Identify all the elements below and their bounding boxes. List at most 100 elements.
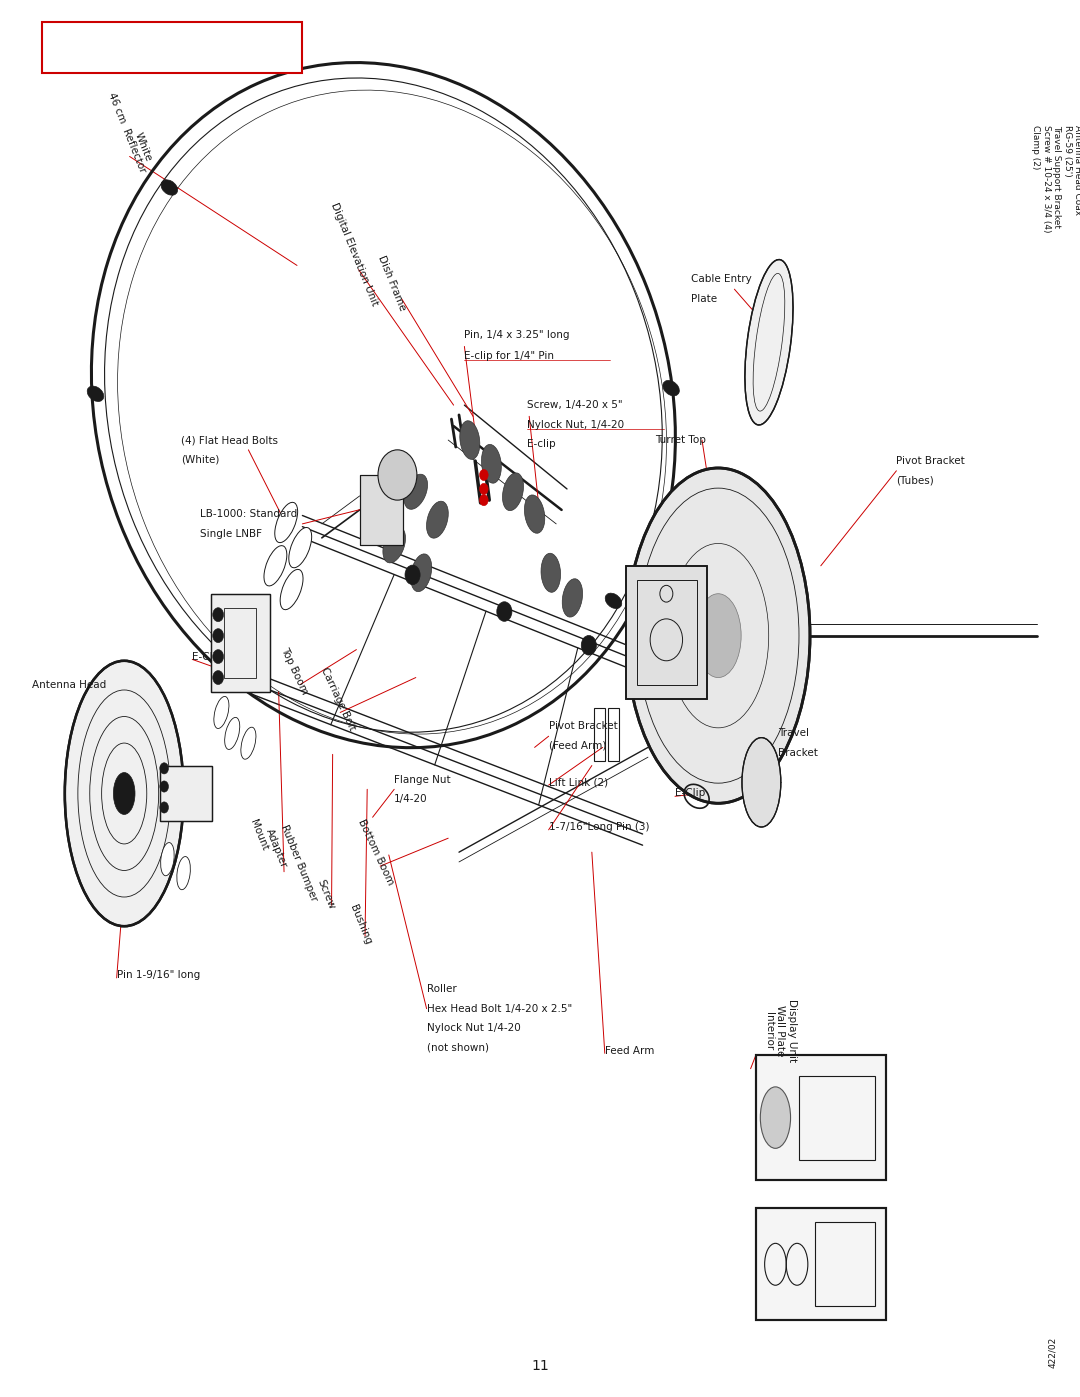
Ellipse shape bbox=[502, 472, 524, 511]
Text: Digital Elevation Unit: Digital Elevation Unit bbox=[329, 201, 380, 307]
Ellipse shape bbox=[213, 650, 224, 664]
Ellipse shape bbox=[288, 528, 312, 567]
Ellipse shape bbox=[525, 495, 544, 534]
Ellipse shape bbox=[405, 564, 420, 584]
FancyBboxPatch shape bbox=[42, 22, 302, 73]
Ellipse shape bbox=[696, 594, 741, 678]
Text: 11: 11 bbox=[531, 1359, 549, 1373]
Text: Flange Nut: Flange Nut bbox=[394, 774, 450, 785]
Ellipse shape bbox=[65, 661, 184, 926]
Text: Cable Entry: Cable Entry bbox=[691, 274, 752, 285]
Ellipse shape bbox=[87, 386, 104, 401]
Text: Nylock Nut, 1/4-20: Nylock Nut, 1/4-20 bbox=[527, 419, 624, 430]
Bar bbox=[160, 766, 212, 821]
Text: Single LNBF: Single LNBF bbox=[200, 528, 261, 539]
Text: Dish Frame: Dish Frame bbox=[376, 254, 407, 313]
Text: Hex Head Bolt 1/4-20 x 2.5": Hex Head Bolt 1/4-20 x 2.5" bbox=[427, 1003, 571, 1014]
Ellipse shape bbox=[541, 553, 561, 592]
Bar bbox=[594, 708, 605, 761]
Ellipse shape bbox=[497, 602, 512, 622]
Text: Nylock Nut 1/4-20: Nylock Nut 1/4-20 bbox=[427, 1023, 521, 1034]
Text: Wall Plate: Wall Plate bbox=[775, 1006, 785, 1056]
Text: Mount: Mount bbox=[248, 819, 270, 852]
Ellipse shape bbox=[160, 763, 168, 774]
Ellipse shape bbox=[427, 502, 448, 538]
Bar bbox=[637, 580, 697, 685]
Bar bbox=[815, 1222, 875, 1306]
Bar bbox=[360, 475, 403, 545]
Bar bbox=[211, 594, 270, 692]
Bar bbox=[160, 766, 212, 821]
Text: Bottom Boom: Bottom Boom bbox=[356, 817, 395, 887]
Bar bbox=[360, 475, 403, 545]
Ellipse shape bbox=[106, 80, 661, 731]
Text: EXPLODED PARTS VIEW: EXPLODED PARTS VIEW bbox=[56, 41, 240, 54]
Text: E-clip for 1/4" Pin: E-clip for 1/4" Pin bbox=[464, 351, 554, 362]
Ellipse shape bbox=[404, 474, 428, 510]
Ellipse shape bbox=[626, 468, 810, 803]
Text: 46 cm  Reflector: 46 cm Reflector bbox=[106, 91, 147, 175]
Text: Rubber Bumper: Rubber Bumper bbox=[279, 824, 319, 902]
Text: Pin 1-9/16" long: Pin 1-9/16" long bbox=[117, 970, 200, 981]
Ellipse shape bbox=[378, 450, 417, 500]
Ellipse shape bbox=[160, 781, 168, 792]
Ellipse shape bbox=[480, 483, 488, 495]
Text: Antenna Head: Antenna Head bbox=[32, 679, 107, 690]
Text: E-Clip: E-Clip bbox=[675, 788, 705, 799]
Text: (White): (White) bbox=[181, 454, 220, 465]
Text: 1/4-20: 1/4-20 bbox=[394, 793, 428, 805]
Ellipse shape bbox=[480, 495, 488, 506]
Ellipse shape bbox=[663, 380, 679, 395]
Text: Display Unit: Display Unit bbox=[787, 999, 797, 1063]
Ellipse shape bbox=[177, 856, 190, 890]
Bar bbox=[608, 708, 619, 761]
Text: Feed Arm: Feed Arm bbox=[605, 1045, 654, 1056]
Text: Plate: Plate bbox=[691, 293, 717, 305]
Ellipse shape bbox=[264, 546, 287, 585]
Bar bbox=[756, 1208, 886, 1320]
Text: LB-1000: Standard: LB-1000: Standard bbox=[200, 509, 297, 520]
Ellipse shape bbox=[241, 728, 256, 759]
Text: Adapter: Adapter bbox=[264, 827, 288, 869]
Ellipse shape bbox=[161, 180, 177, 196]
Text: E-Clip: E-Clip bbox=[192, 651, 222, 662]
Text: Screw: Screw bbox=[315, 877, 336, 911]
Bar bbox=[799, 1076, 875, 1160]
Bar bbox=[626, 566, 707, 698]
Ellipse shape bbox=[274, 503, 298, 542]
Text: Interior: Interior bbox=[764, 1011, 773, 1051]
Text: (Feed Arm): (Feed Arm) bbox=[549, 740, 606, 752]
Ellipse shape bbox=[760, 1087, 791, 1148]
Ellipse shape bbox=[225, 718, 240, 749]
Text: (Tubes): (Tubes) bbox=[896, 475, 934, 486]
Text: 422/02: 422/02 bbox=[1049, 1337, 1057, 1368]
Ellipse shape bbox=[581, 636, 596, 655]
Ellipse shape bbox=[280, 570, 303, 609]
Ellipse shape bbox=[213, 671, 224, 685]
Ellipse shape bbox=[482, 444, 501, 483]
Ellipse shape bbox=[410, 553, 432, 592]
Ellipse shape bbox=[460, 420, 480, 460]
Bar bbox=[211, 594, 270, 692]
Text: Bushing: Bushing bbox=[348, 904, 373, 946]
Ellipse shape bbox=[383, 527, 405, 563]
Ellipse shape bbox=[160, 802, 168, 813]
Text: INCLUDED BUT NOT SHOWN
LNBF Coax
RG-6 (20')
Antenna Head Coax
RG-59 (25')
Travel: INCLUDED BUT NOT SHOWN LNBF Coax RG-6 (2… bbox=[1031, 126, 1080, 251]
Text: Bracket: Bracket bbox=[778, 747, 818, 759]
Text: Travel: Travel bbox=[778, 728, 809, 739]
Text: Pivot Bracket: Pivot Bracket bbox=[896, 455, 966, 467]
Ellipse shape bbox=[213, 608, 224, 622]
Text: Lift Link (2): Lift Link (2) bbox=[549, 777, 608, 788]
Bar bbox=[756, 1055, 886, 1180]
Text: (not shown): (not shown) bbox=[427, 1042, 488, 1053]
Ellipse shape bbox=[213, 629, 224, 643]
Text: 1-7/16"Long Pin (3): 1-7/16"Long Pin (3) bbox=[549, 821, 649, 833]
Bar bbox=[224, 608, 256, 678]
Ellipse shape bbox=[113, 773, 135, 814]
Ellipse shape bbox=[480, 469, 488, 481]
Text: Pivot Bracket: Pivot Bracket bbox=[549, 721, 618, 732]
Ellipse shape bbox=[745, 260, 793, 425]
Bar bbox=[756, 1208, 886, 1320]
Text: Pin, 1/4 x 3.25" long: Pin, 1/4 x 3.25" long bbox=[464, 330, 570, 341]
Ellipse shape bbox=[214, 697, 229, 728]
